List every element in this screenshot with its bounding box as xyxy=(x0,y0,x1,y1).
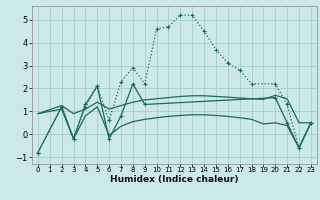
X-axis label: Humidex (Indice chaleur): Humidex (Indice chaleur) xyxy=(110,175,239,184)
